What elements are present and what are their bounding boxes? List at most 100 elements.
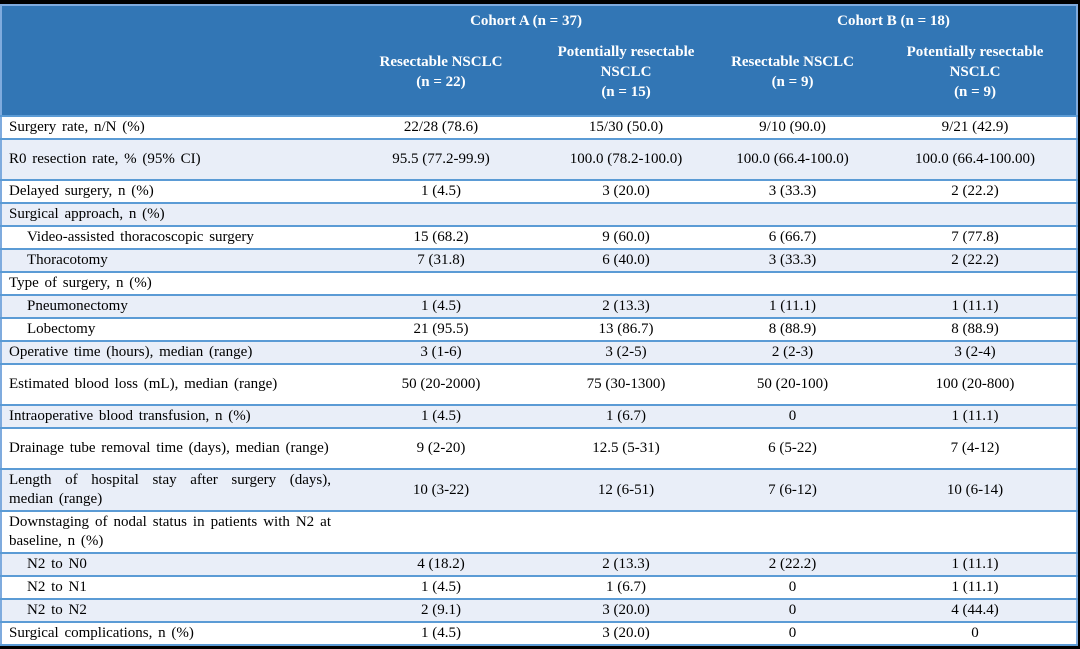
- row-label: Surgical approach, n (%): [1, 202, 341, 227]
- value-cell: 75 (30-1300): [541, 363, 712, 406]
- value-cell: 2 (13.3): [541, 294, 712, 319]
- value-cell: 1 (11.1): [874, 294, 1078, 319]
- value-cell: 3 (20.0): [541, 179, 712, 204]
- value-cell: [541, 510, 712, 554]
- value-cell: 1 (4.5): [341, 404, 541, 429]
- value-cell: 3 (33.3): [711, 179, 875, 204]
- value-cell: 3 (2-5): [541, 340, 712, 365]
- table-row: N2 to N2 2 (9.1) 3 (20.0) 0 4 (44.4): [1, 598, 1078, 623]
- value-cell: 1 (4.5): [341, 294, 541, 319]
- row-label: Surgery rate, n/N (%): [1, 115, 341, 140]
- row-label: Delayed surgery, n (%): [1, 179, 341, 204]
- value-cell: 0: [711, 575, 875, 600]
- value-cell: 3 (20.0): [541, 598, 712, 623]
- value-cell: 9/10 (90.0): [711, 115, 875, 140]
- cohort-header-row: Cohort A (n = 37) Cohort B (n = 18): [1, 5, 1078, 34]
- row-label: N2 to N1: [1, 575, 341, 600]
- table-row: Delayed surgery, n (%) 1 (4.5) 3 (20.0) 3 (…: [1, 179, 1078, 204]
- value-cell: 7 (4-12): [874, 427, 1078, 470]
- value-cell: [711, 202, 875, 227]
- row-label: R0 resection rate, % (95% CI): [1, 138, 341, 181]
- value-cell: 15/30 (50.0): [541, 115, 712, 140]
- col-header-resectable-b: Resectable NSCLC (n = 9): [711, 34, 875, 116]
- value-cell: 1 (11.1): [874, 575, 1078, 600]
- value-cell: 2 (22.2): [711, 552, 875, 577]
- col-header-n: (n = 15): [601, 84, 651, 101]
- value-cell: 8 (88.9): [711, 317, 875, 342]
- row-label: Surgical complications, n (%): [1, 621, 341, 646]
- value-cell: 10 (3-22): [341, 468, 541, 512]
- value-cell: 3 (33.3): [711, 248, 875, 273]
- value-cell: 1 (4.5): [341, 179, 541, 204]
- value-cell: 15 (68.2): [341, 225, 541, 250]
- value-cell: 2 (9.1): [341, 598, 541, 623]
- row-label: Thoracotomy: [1, 248, 341, 273]
- value-cell: 9 (2-20): [341, 427, 541, 470]
- value-cell: [541, 202, 712, 227]
- value-cell: 6 (40.0): [541, 248, 712, 273]
- value-cell: 1 (4.5): [341, 575, 541, 600]
- value-cell: [341, 271, 541, 296]
- table-row: Drainage tube removal time (days), media…: [1, 427, 1078, 470]
- value-cell: 2 (13.3): [541, 552, 712, 577]
- value-cell: [711, 271, 875, 296]
- value-cell: [341, 510, 541, 554]
- value-cell: [341, 202, 541, 227]
- value-cell: 1 (4.5): [341, 621, 541, 646]
- value-cell: 100.0 (78.2-100.0): [541, 138, 712, 181]
- value-cell: 9 (60.0): [541, 225, 712, 250]
- col-header-n: (n = 22): [416, 74, 466, 90]
- value-cell: [874, 271, 1078, 296]
- table-body: Surgery rate, n/N (%) 22/28 (78.6) 15/30 (…: [1, 115, 1078, 646]
- cohort-b-header: Cohort B (n = 18): [711, 5, 1078, 34]
- value-cell: 0: [874, 621, 1078, 646]
- value-cell: 4 (18.2): [341, 552, 541, 577]
- header-empty-cell: [1, 5, 341, 34]
- table-row: Surgery rate, n/N (%) 22/28 (78.6) 15/30 (…: [1, 115, 1078, 140]
- row-label: Estimated blood loss (mL), median (range…: [1, 363, 341, 406]
- row-label: Type of surgery, n (%): [1, 271, 341, 296]
- value-cell: 2 (22.2): [874, 248, 1078, 273]
- table-header: Cohort A (n = 37) Cohort B (n = 18) Rese…: [1, 5, 1078, 116]
- col-header-potentially-resectable-b: Potentially resectable NSCLC (n = 9): [874, 34, 1078, 116]
- value-cell: 100.0 (66.4-100.00): [874, 138, 1078, 181]
- value-cell: 3 (20.0): [541, 621, 712, 646]
- value-cell: 100 (20-800): [874, 363, 1078, 406]
- table-row: Surgical complications, n (%) 1 (4.5) 3 (2…: [1, 621, 1078, 646]
- value-cell: 7 (31.8): [341, 248, 541, 273]
- table-row: N2 to N1 1 (4.5) 1 (6.7) 0 1 (11.1): [1, 575, 1078, 600]
- table-row: N2 to N0 4 (18.2) 2 (13.3) 2 (22.2) 1 (11.1): [1, 552, 1078, 577]
- surgical-outcomes-table: Cohort A (n = 37) Cohort B (n = 18) Rese…: [0, 4, 1079, 646]
- value-cell: 8 (88.9): [874, 317, 1078, 342]
- value-cell: 13 (86.7): [541, 317, 712, 342]
- value-cell: 12 (6-51): [541, 468, 712, 512]
- cohort-a-header: Cohort A (n = 37): [341, 5, 712, 34]
- col-header-title: Resectable NSCLC: [379, 53, 503, 70]
- value-cell: 95.5 (77.2-99.9): [341, 138, 541, 181]
- col-header-title: Resectable NSCLC: [731, 53, 854, 70]
- value-cell: [541, 271, 712, 296]
- value-cell: 0: [711, 598, 875, 623]
- col-header-potentially-resectable-a: Potentially resectable NSCLC (n = 15): [541, 34, 712, 116]
- table-row: Length of hospital stay after surgery (d…: [1, 468, 1078, 512]
- value-cell: 50 (20-100): [711, 363, 875, 406]
- table-row: R0 resection rate, % (95% CI) 95.5 (77.2-…: [1, 138, 1078, 181]
- row-label: Drainage tube removal time (days), media…: [1, 427, 341, 470]
- table-row: Video-assisted thoracoscopic surgery 15 (…: [1, 225, 1078, 250]
- col-header-resectable-a: Resectable NSCLC (n = 22): [341, 34, 541, 116]
- value-cell: 1 (11.1): [711, 294, 875, 319]
- value-cell: [874, 202, 1078, 227]
- value-cell: 1 (11.1): [874, 404, 1078, 429]
- value-cell: 1 (11.1): [874, 552, 1078, 577]
- value-cell: 3 (2-4): [874, 340, 1078, 365]
- value-cell: 22/28 (78.6): [341, 115, 541, 140]
- table-row: Type of surgery, n (%): [1, 271, 1078, 296]
- table-row: Surgical approach, n (%): [1, 202, 1078, 227]
- value-cell: 4 (44.4): [874, 598, 1078, 623]
- row-label: Lobectomy: [1, 317, 341, 342]
- header-empty-cell: [1, 34, 341, 116]
- value-cell: 2 (2-3): [711, 340, 875, 365]
- table-row: Pneumonectomy 1 (4.5) 2 (13.3) 1 (11.1) 1 (1…: [1, 294, 1078, 319]
- value-cell: 0: [711, 404, 875, 429]
- col-header-title: Potentially resectable NSCLC: [906, 43, 1044, 80]
